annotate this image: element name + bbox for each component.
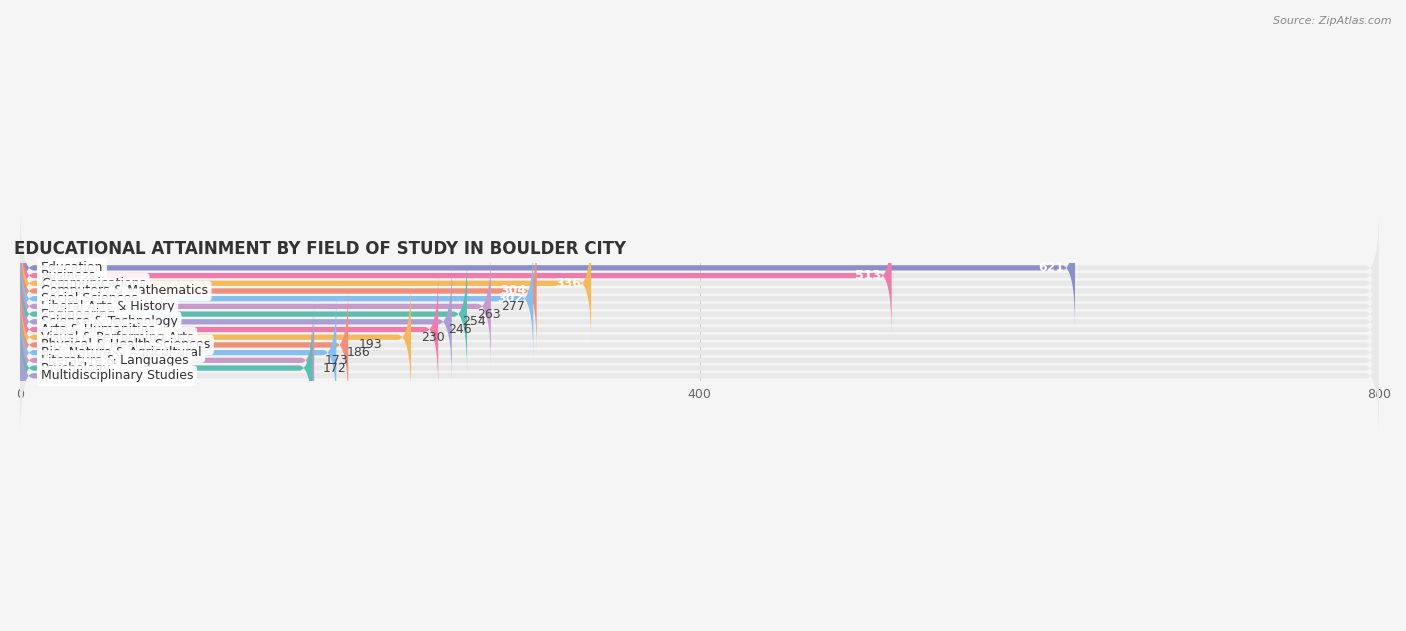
Text: Communications: Communications (41, 277, 146, 290)
Text: 302: 302 (496, 292, 523, 305)
FancyBboxPatch shape (21, 262, 1379, 381)
Text: Education: Education (41, 261, 103, 274)
Text: Business: Business (41, 269, 96, 282)
FancyBboxPatch shape (21, 309, 312, 427)
FancyBboxPatch shape (21, 286, 1379, 404)
FancyBboxPatch shape (21, 240, 1379, 358)
Text: Literature & Languages: Literature & Languages (41, 354, 188, 367)
FancyBboxPatch shape (21, 224, 591, 342)
Text: 254: 254 (463, 316, 485, 328)
FancyBboxPatch shape (21, 240, 533, 358)
Text: EDUCATIONAL ATTAINMENT BY FIELD OF STUDY IN BOULDER CITY: EDUCATIONAL ATTAINMENT BY FIELD OF STUDY… (14, 240, 626, 258)
FancyBboxPatch shape (21, 216, 891, 334)
Text: 193: 193 (359, 338, 382, 351)
FancyBboxPatch shape (21, 247, 1379, 365)
Text: Liberal Arts & History: Liberal Arts & History (41, 300, 174, 313)
Text: 263: 263 (477, 307, 501, 321)
Text: 17: 17 (59, 369, 76, 382)
Text: Psychology: Psychology (41, 362, 111, 375)
Text: Engineering: Engineering (41, 307, 115, 321)
FancyBboxPatch shape (21, 216, 1379, 334)
FancyBboxPatch shape (21, 317, 1379, 435)
Text: 304: 304 (501, 285, 526, 297)
Text: Visual & Performing Arts: Visual & Performing Arts (41, 331, 194, 344)
FancyBboxPatch shape (21, 319, 49, 432)
FancyBboxPatch shape (21, 247, 491, 365)
Text: Physical & Health Sciences: Physical & Health Sciences (41, 338, 209, 351)
FancyBboxPatch shape (21, 271, 1379, 389)
Text: Computers & Mathematics: Computers & Mathematics (41, 285, 208, 297)
FancyBboxPatch shape (21, 302, 1379, 420)
Text: 513: 513 (855, 269, 882, 282)
Text: 172: 172 (323, 362, 346, 375)
FancyBboxPatch shape (21, 209, 1076, 327)
Text: Bio, Nature & Agricultural: Bio, Nature & Agricultural (41, 346, 201, 359)
Text: Social Sciences: Social Sciences (41, 292, 138, 305)
Text: Arts & Humanities: Arts & Humanities (41, 323, 155, 336)
Text: 230: 230 (422, 331, 444, 344)
FancyBboxPatch shape (21, 286, 349, 404)
Text: 277: 277 (501, 300, 524, 313)
FancyBboxPatch shape (21, 278, 1379, 396)
Text: 336: 336 (555, 277, 581, 290)
FancyBboxPatch shape (21, 271, 439, 389)
FancyBboxPatch shape (21, 255, 467, 373)
FancyBboxPatch shape (21, 209, 1379, 327)
Text: 246: 246 (449, 323, 472, 336)
FancyBboxPatch shape (21, 262, 451, 381)
FancyBboxPatch shape (21, 255, 1379, 373)
Text: Science & Technology: Science & Technology (41, 316, 177, 328)
FancyBboxPatch shape (21, 302, 314, 420)
FancyBboxPatch shape (21, 232, 537, 350)
FancyBboxPatch shape (21, 293, 336, 411)
FancyBboxPatch shape (21, 232, 1379, 350)
Text: 621: 621 (1039, 261, 1064, 274)
Text: Source: ZipAtlas.com: Source: ZipAtlas.com (1274, 16, 1392, 26)
Text: 186: 186 (346, 346, 370, 359)
FancyBboxPatch shape (21, 224, 1379, 342)
FancyBboxPatch shape (21, 278, 411, 396)
Text: Multidisciplinary Studies: Multidisciplinary Studies (41, 369, 194, 382)
FancyBboxPatch shape (21, 309, 1379, 427)
Text: 173: 173 (325, 354, 349, 367)
FancyBboxPatch shape (21, 293, 1379, 411)
